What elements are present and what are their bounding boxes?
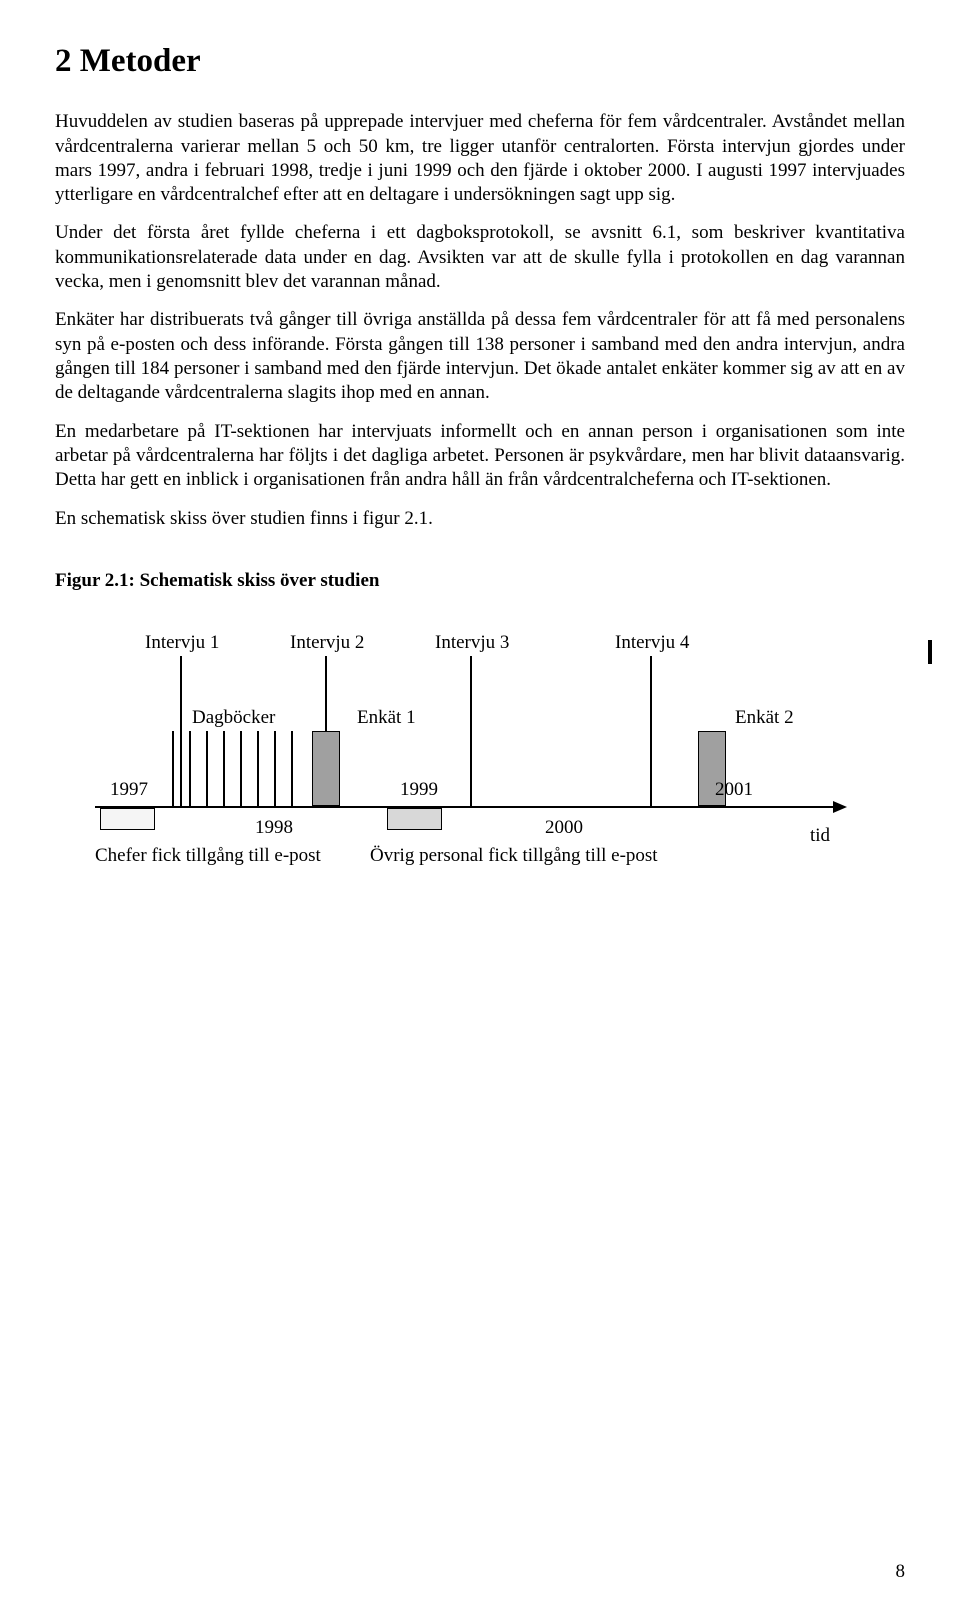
paragraph: En schematisk skiss över studien finns i… — [55, 507, 905, 531]
phase-box — [100, 808, 155, 830]
diary-tick — [206, 731, 208, 806]
year-label: 2001 — [715, 778, 753, 802]
interview-label: Intervju 4 — [615, 631, 689, 655]
diary-tick — [189, 731, 191, 806]
paragraph: Enkäter har distribuerats två gånger til… — [55, 308, 905, 405]
phase-box — [387, 808, 442, 830]
interview-label: Intervju 1 — [145, 631, 219, 655]
survey-bar — [312, 731, 340, 806]
timeline-diagram: tid Intervju 1 Intervju 2 Intervju 3 Intervj… — [95, 631, 845, 891]
diary-tick — [240, 731, 242, 806]
diary-label: Dagböcker — [192, 706, 275, 730]
timeline-axis — [95, 806, 835, 808]
phase-label: Övrig personal fick tillgång till e-post — [370, 844, 658, 868]
phase-label: Chefer fick tillgång till e-post — [95, 844, 321, 868]
paragraph: Huvuddelen av studien baseras på upprepa… — [55, 110, 905, 207]
interview-label: Intervju 2 — [290, 631, 364, 655]
figure-caption: Figur 2.1: Schematisk skiss över studien — [55, 569, 905, 593]
year-label: 1998 — [255, 816, 293, 840]
interview-label: Intervju 3 — [435, 631, 509, 655]
survey-label: Enkät 2 — [735, 706, 794, 730]
paragraph: Under det första året fyllde cheferna i … — [55, 221, 905, 294]
interview-tick — [180, 656, 182, 806]
year-label: 2000 — [545, 816, 583, 840]
revision-mark — [928, 640, 932, 664]
page-number: 8 — [896, 1560, 906, 1584]
diary-tick — [291, 731, 293, 806]
interview-tick — [650, 656, 652, 806]
diary-tick — [257, 731, 259, 806]
arrowhead-icon — [833, 801, 847, 813]
section-heading: 2 Metoder — [55, 40, 905, 82]
year-label: 1999 — [400, 778, 438, 802]
diary-tick — [223, 731, 225, 806]
year-label: 1997 — [110, 778, 148, 802]
survey-label: Enkät 1 — [357, 706, 416, 730]
paragraph: En medarbetare på IT-sektionen har inter… — [55, 420, 905, 493]
diary-tick — [172, 731, 174, 806]
diary-tick — [274, 731, 276, 806]
axis-label: tid — [810, 824, 830, 848]
interview-tick — [470, 656, 472, 806]
